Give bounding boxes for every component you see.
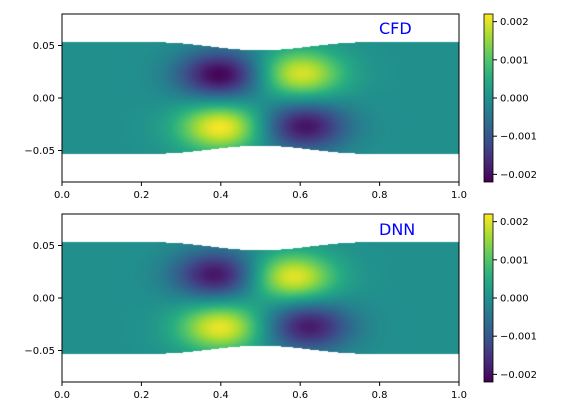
y-ticks-dnn: 0.05 0.00 −0.05 bbox=[24, 241, 62, 357]
x-tick-label: 0.4 bbox=[213, 190, 229, 201]
y-tick-label: 0.00 bbox=[33, 294, 55, 305]
y-ticks-cfd: 0.05 0.00 −0.05 bbox=[24, 41, 62, 157]
colorbar-tick-label: 0.000 bbox=[500, 94, 529, 105]
colorbar-ticks-cfd: 0.002 0.001 0.000 −0.001 −0.002 bbox=[493, 17, 537, 181]
panel-cfd: CFD 0.0 0.2 0.4 0.6 0.8 1.0 0.05 0.00 −0.05 0.0… bbox=[24, 13, 537, 201]
y-tick-label: −0.05 bbox=[24, 346, 55, 357]
x-tick-label: 1.0 bbox=[451, 190, 467, 201]
colorbar-dnn bbox=[483, 213, 494, 383]
x-tick-label: 0.6 bbox=[292, 190, 308, 201]
y-tick-label: −0.05 bbox=[24, 146, 55, 157]
heatmap-image-cfd bbox=[62, 14, 459, 182]
colorbar-ticks-dnn: 0.002 0.001 0.000 −0.001 −0.002 bbox=[493, 217, 537, 381]
colorbar-tick-label: 0.001 bbox=[500, 255, 529, 266]
x-ticks-dnn: 0.0 0.2 0.4 0.6 0.8 1.0 bbox=[54, 382, 467, 401]
colorbar-tick-label: 0.001 bbox=[500, 55, 529, 66]
x-tick-label: 0.0 bbox=[54, 390, 70, 401]
x-tick-label: 0.4 bbox=[213, 390, 229, 401]
x-tick-label: 0.2 bbox=[133, 390, 149, 401]
heatmap-image-dnn bbox=[62, 214, 459, 382]
colorbar-tick-label: 0.000 bbox=[500, 294, 529, 305]
x-tick-label: 1.0 bbox=[451, 390, 467, 401]
y-tick-label: 0.05 bbox=[33, 41, 55, 52]
x-tick-label: 0.8 bbox=[372, 190, 388, 201]
colorbar-tick-label: −0.001 bbox=[500, 132, 537, 143]
x-tick-label: 0.0 bbox=[54, 190, 70, 201]
colorbar-cfd bbox=[483, 13, 494, 183]
colorbar-tick-label: −0.002 bbox=[500, 170, 537, 181]
y-tick-label: 0.05 bbox=[33, 241, 55, 252]
x-tick-label: 0.2 bbox=[133, 190, 149, 201]
x-tick-label: 0.8 bbox=[372, 390, 388, 401]
panel-label-cfd: CFD bbox=[379, 19, 412, 38]
colorbar-tick-label: 0.002 bbox=[500, 17, 529, 28]
x-ticks-cfd: 0.0 0.2 0.4 0.6 0.8 1.0 bbox=[54, 182, 467, 201]
colorbar-tick-label: −0.001 bbox=[500, 332, 537, 343]
y-tick-label: 0.00 bbox=[33, 94, 55, 105]
colorbar-tick-label: −0.002 bbox=[500, 370, 537, 381]
colorbar-tick-label: 0.002 bbox=[500, 217, 529, 228]
x-tick-label: 0.6 bbox=[292, 390, 308, 401]
panel-dnn: DNN 0.0 0.2 0.4 0.6 0.8 1.0 0.05 0.00 −0.05 0.0… bbox=[24, 213, 537, 401]
panel-label-dnn: DNN bbox=[379, 220, 415, 239]
